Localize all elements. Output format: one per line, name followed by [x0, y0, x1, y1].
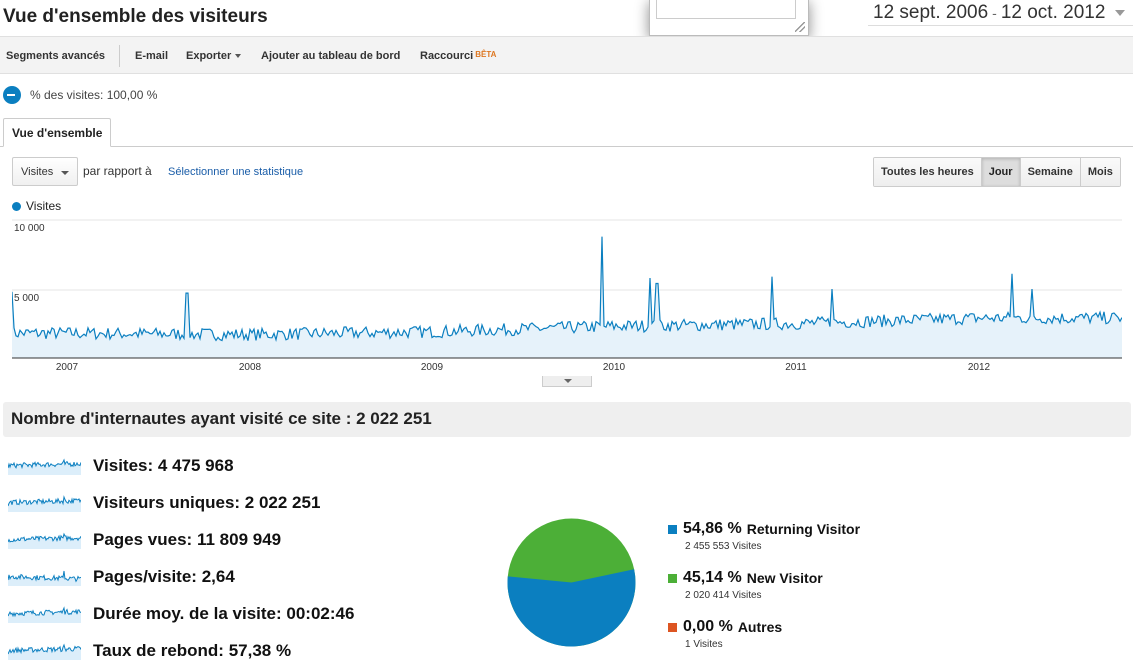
- legend-label: Visites: [26, 199, 62, 213]
- page-title: Vue d'ensemble des visiteurs: [3, 6, 268, 27]
- segment-indicator: % des visites: 100,00 %: [3, 86, 157, 104]
- metric-avg-duration[interactable]: Durée moy. de la visite: 00:02:46: [8, 600, 428, 628]
- tab-bar: Vue d'ensemble: [0, 118, 1133, 147]
- x-tick-2008: 2008: [238, 362, 262, 373]
- summary-bar: Nombre d'internautes ayant visité ce sit…: [3, 402, 1131, 437]
- returning-color-swatch: [668, 524, 677, 534]
- pie-visits: 2 020 414 Visites: [685, 590, 762, 601]
- export-label: Exporter: [186, 50, 232, 62]
- metric-pages-per-visit[interactable]: Pages/visite: 2,64: [8, 563, 428, 591]
- x-tick-2010: 2010: [602, 362, 626, 373]
- sparkline-icon: [8, 606, 81, 623]
- add-to-dashboard-button[interactable]: Ajouter au tableau de bord: [261, 50, 401, 62]
- period-week-button[interactable]: Semaine: [1020, 158, 1081, 186]
- x-tick-2011: 2011: [785, 362, 807, 373]
- advanced-segments-button[interactable]: Segments avancés: [6, 50, 106, 62]
- metric-label: Pages vues:: [93, 530, 193, 549]
- shortcut-button[interactable]: Raccourci BÊTA: [420, 50, 496, 62]
- resize-grip-icon[interactable]: [795, 22, 805, 32]
- segment-pie-icon: [3, 86, 21, 104]
- pie-label: New Visitor: [746, 570, 823, 586]
- date-separator: -: [992, 5, 997, 21]
- visits-chart[interactable]: 10 000 5 000 2007 2008 2009 2010 2011 20…: [12, 215, 1122, 380]
- metric-value: 11 809 949: [196, 530, 282, 549]
- beta-badge: BÊTA: [475, 50, 497, 59]
- sparkline-icon: [8, 570, 81, 586]
- period-month-button[interactable]: Mois: [1080, 158, 1120, 186]
- date-range-picker[interactable]: 12 sept. 2006-12 oct. 2012: [868, 0, 1133, 26]
- date-end: 12 oct. 2012: [1000, 2, 1106, 23]
- metric-label: Taux de rebond:: [93, 641, 224, 660]
- metric-value: 2 022 251: [244, 493, 321, 512]
- metric-select[interactable]: Visites: [12, 157, 78, 186]
- metric-label: Pages/visite:: [93, 567, 197, 586]
- chevron-down-icon: [61, 171, 69, 175]
- pie-pct: 45,14 %: [683, 569, 742, 586]
- shortcut-label: Raccourci: [420, 50, 474, 62]
- pie-visits: 1 Visites: [685, 639, 723, 650]
- toolbar: Segments avancés E-mail Exporter Ajouter…: [0, 36, 1133, 74]
- select-stat-link[interactable]: Sélectionner une statistique: [168, 166, 304, 178]
- pie-legend-returning: 54,86 % Returning Visitor 2 455 553 Visit…: [668, 520, 860, 552]
- pie-pct: 0,00 %: [683, 618, 733, 635]
- pie-legend-new: 45,14 % New Visitor 2 020 414 Visites: [668, 569, 823, 601]
- chart-collapse-toggle[interactable]: [542, 376, 592, 387]
- metric-label: Visiteurs uniques:: [93, 493, 241, 512]
- metric-bounce-rate[interactable]: Taux de rebond: 57,38 %: [8, 637, 428, 665]
- y-tick-10000: 10 000: [14, 223, 45, 234]
- chart-plot: [12, 219, 1122, 359]
- x-tick-2007: 2007: [55, 362, 79, 373]
- segment-label: % des visites: 100,00 %: [30, 88, 158, 102]
- metric-select-value: Visites: [21, 166, 54, 178]
- period-hourly-button[interactable]: Toutes les heures: [874, 158, 982, 186]
- period-toggle-group: Toutes les heures Jour Semaine Mois: [873, 157, 1121, 187]
- sparkline-icon: [8, 532, 81, 549]
- metric-pageviews[interactable]: Pages vues: 11 809 949: [8, 526, 428, 554]
- email-button[interactable]: E-mail: [135, 50, 169, 62]
- popup-panel: [649, 0, 809, 36]
- pie-visits: 2 455 553 Visites: [685, 541, 762, 552]
- toolbar-divider: [119, 45, 120, 67]
- x-tick-2009: 2009: [420, 362, 444, 373]
- pie-legend-other: 0,00 % Autres 1 Visites: [668, 618, 782, 650]
- series-dot-icon: [12, 201, 21, 211]
- sparkline-icon: [8, 495, 81, 512]
- popup-content: [656, 0, 796, 19]
- visitor-type-pie-chart[interactable]: [507, 518, 636, 647]
- y-tick-5000: 5 000: [14, 293, 40, 304]
- compare-label: par rapport à: [83, 164, 152, 178]
- chart-legend: Visites: [12, 199, 61, 213]
- tab-overview[interactable]: Vue d'ensemble: [3, 118, 112, 147]
- metric-value: 2,64: [201, 567, 235, 586]
- other-color-swatch: [668, 622, 677, 632]
- new-color-swatch: [668, 573, 677, 583]
- pie-pct: 54,86 %: [683, 520, 742, 537]
- export-button[interactable]: Exporter: [186, 50, 242, 62]
- metric-label: Visites:: [93, 456, 154, 475]
- sparkline-icon: [8, 643, 81, 660]
- metric-label: Durée moy. de la visite:: [93, 604, 282, 623]
- metric-value: 00:02:46: [286, 604, 355, 623]
- chevron-down-icon[interactable]: [1115, 10, 1125, 16]
- date-start: 12 sept. 2006: [873, 2, 989, 23]
- metric-value: 4 475 968: [157, 456, 234, 475]
- pie-label: Returning Visitor: [746, 521, 861, 537]
- sparkline-icon: [8, 458, 81, 475]
- metric-unique-visitors[interactable]: Visiteurs uniques: 2 022 251: [8, 489, 428, 517]
- x-tick-2012: 2012: [967, 362, 991, 373]
- pie-label: Autres: [737, 619, 783, 635]
- period-day-button[interactable]: Jour: [981, 158, 1021, 186]
- chevron-down-icon: [235, 54, 242, 59]
- metric-visits[interactable]: Visites: 4 475 968: [8, 452, 428, 480]
- metric-value: 57,38 %: [228, 641, 292, 660]
